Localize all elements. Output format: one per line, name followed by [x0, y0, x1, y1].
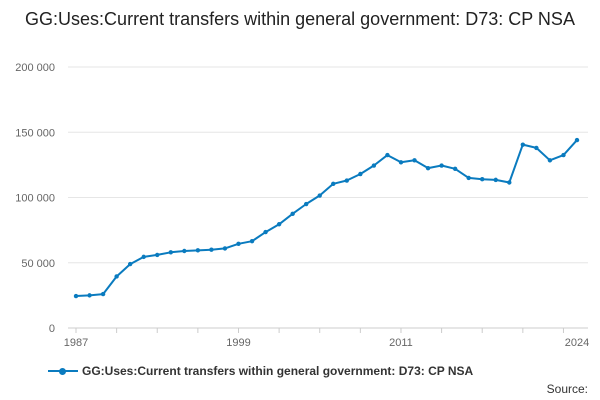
data-point[interactable] [73, 293, 79, 299]
data-point[interactable] [168, 250, 173, 255]
legend[interactable]: GG:Uses:Current transfers within general… [48, 364, 473, 378]
data-point[interactable] [561, 152, 566, 158]
data-point[interactable] [493, 177, 498, 183]
data-point[interactable] [155, 252, 160, 258]
data-point[interactable] [439, 163, 444, 168]
data-point[interactable] [290, 211, 295, 217]
data-point[interactable] [547, 158, 553, 163]
series-group [73, 137, 580, 299]
data-point[interactable] [249, 239, 255, 244]
data-point[interactable] [534, 145, 539, 151]
legend-label: GG:Uses:Current transfers within general… [82, 364, 474, 378]
data-point[interactable] [276, 222, 282, 227]
legend-line-swatch-icon [48, 366, 78, 376]
data-point[interactable] [236, 241, 241, 247]
data-point[interactable] [195, 248, 201, 253]
y-tick-label: 200 000 [15, 62, 55, 74]
data-point[interactable] [141, 254, 146, 260]
data-point[interactable] [466, 175, 471, 181]
x-tick-label: 1999 [226, 337, 250, 349]
x-tick-label: 2011 [389, 337, 413, 349]
data-point[interactable] [358, 171, 363, 177]
y-axis-tick-labels: 0 50 000 100 000 150 000 200 000 [15, 62, 55, 335]
data-point[interactable] [520, 142, 526, 147]
y-tick-label: 100 000 [15, 193, 55, 205]
data-point[interactable] [317, 193, 322, 198]
data-point[interactable] [100, 291, 106, 297]
chart-title: GG:Uses:Current transfers within general… [25, 9, 575, 29]
data-point[interactable] [412, 158, 417, 163]
y-tick-label: 0 [49, 323, 55, 335]
x-tick-label: 2024 [565, 337, 589, 349]
data-point[interactable] [222, 246, 228, 251]
data-point[interactable] [344, 178, 350, 183]
data-point[interactable] [182, 248, 187, 254]
data-point[interactable] [574, 137, 580, 143]
series-line [75, 139, 578, 297]
gridlines [68, 66, 588, 329]
data-point[interactable] [452, 166, 458, 171]
data-point[interactable] [263, 229, 268, 235]
y-tick-label: 150 000 [15, 127, 55, 139]
x-tick-label: 1987 [64, 337, 88, 349]
data-point[interactable] [425, 165, 431, 171]
data-point[interactable] [87, 293, 92, 298]
source-label: Source: [546, 382, 588, 396]
data-point[interactable] [127, 261, 133, 267]
data-point[interactable] [507, 180, 512, 185]
data-point[interactable] [303, 201, 309, 207]
x-axis-tick-labels: 1987 1999 2011 2024 [64, 337, 589, 349]
data-point[interactable] [114, 274, 119, 279]
data-point[interactable] [371, 163, 377, 168]
data-point[interactable] [480, 177, 485, 182]
y-tick-label: 50 000 [21, 258, 55, 270]
data-point[interactable] [209, 247, 214, 252]
x-axis [68, 327, 588, 333]
data-point[interactable] [398, 160, 404, 165]
data-point[interactable] [331, 181, 336, 186]
data-point[interactable] [385, 152, 390, 158]
